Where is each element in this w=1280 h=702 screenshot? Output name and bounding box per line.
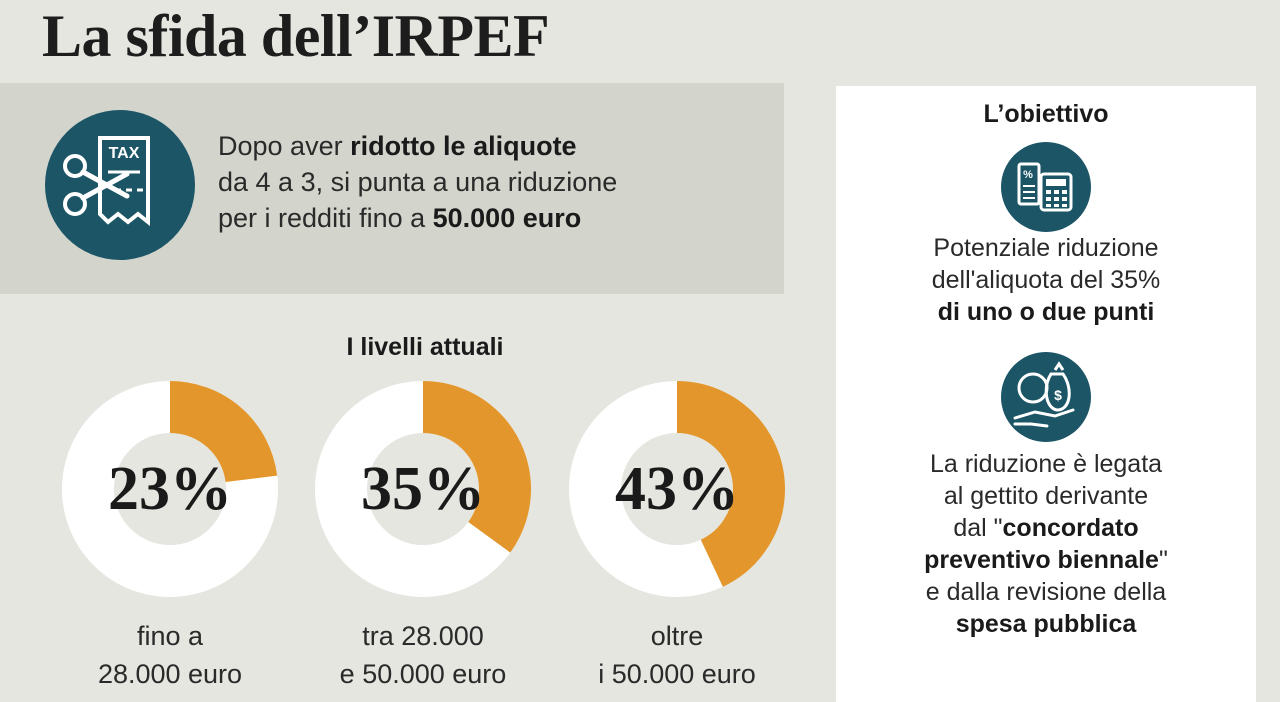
donut-slice-3 <box>569 381 785 597</box>
donut-value-2: 35% <box>361 455 485 523</box>
donut-svg-3 <box>569 381 785 597</box>
donut-slice-1 <box>62 381 278 597</box>
page-title: La sfida dell’IRPEF <box>42 3 550 69</box>
donut-chart-1: 23% <box>62 381 278 597</box>
money-hand-icon: $ <box>1001 352 1091 442</box>
intro-text: Dopo aver ridotto le aliquote da 4 a 3, … <box>218 131 618 233</box>
donut-chart-3: 43% <box>569 381 785 597</box>
svg-text:%: % <box>1023 169 1033 181</box>
svg-text:$: $ <box>1054 387 1062 403</box>
donut-label-2: tra 28.000 e 50.000 euro <box>339 621 507 689</box>
goal-text-2: La riduzione è legata al gettito derivan… <box>924 450 1168 638</box>
tax-icon-text: TAX <box>109 145 140 162</box>
chart-title: I livelli attuali <box>346 333 504 361</box>
donut-hole-3 <box>621 433 733 545</box>
donut-label-1: fino a 28.000 euro <box>97 621 243 689</box>
donut-hole-1 <box>114 433 226 545</box>
donut-value-1: 23% <box>108 455 232 523</box>
donut-label-3: oltre i 50.000 euro <box>598 621 756 689</box>
goal-title: L’obiettivo <box>983 100 1109 128</box>
goal-highlight-points: di uno o due punti <box>937 298 1155 326</box>
intro-highlight-amount: 50.000 euro <box>432 203 582 233</box>
donut-svg-2 <box>315 381 531 597</box>
intro-highlight-aliquote: ridotto le aliquote <box>350 131 577 161</box>
tax-scissors-icon: TAX <box>45 110 195 260</box>
donut-slice-2 <box>315 381 531 597</box>
donut-value-3: 43% <box>615 455 739 523</box>
donut-hole-2 <box>367 433 479 545</box>
goal-highlight-concordato: concordato <box>1002 514 1139 542</box>
goal-panel: L’obiettivo % Potenziale riduzione dell'… <box>836 86 1256 702</box>
goal-text-1: Potenziale riduzione dell'aliquota del 3… <box>931 234 1161 326</box>
donut-chart-2: 35% <box>315 381 531 597</box>
calculator-icon: % <box>1001 142 1091 232</box>
goal-highlight-spesa: spesa pubblica <box>955 610 1137 638</box>
donut-svg-1 <box>62 381 278 597</box>
goal-highlight-biennale: preventivo biennale <box>924 546 1159 574</box>
